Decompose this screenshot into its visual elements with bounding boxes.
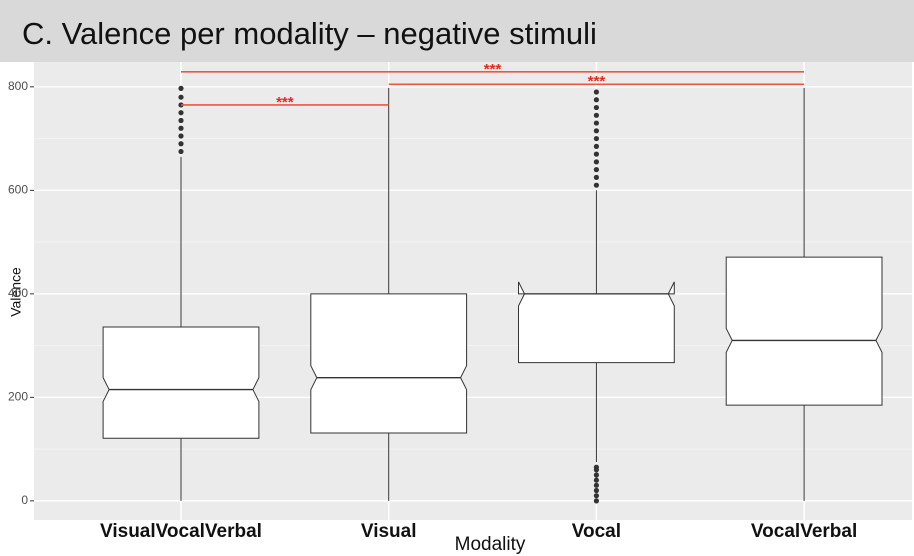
outlier (593, 112, 600, 118)
outlier (593, 159, 600, 165)
outlier (178, 133, 184, 139)
outlier (593, 104, 600, 111)
title-band (0, 0, 914, 62)
outlier (178, 85, 184, 91)
outlier (178, 125, 184, 131)
outlier (178, 148, 184, 155)
outlier (593, 182, 600, 188)
box (725, 256, 883, 406)
outlier (593, 472, 600, 478)
box (518, 281, 675, 364)
outlier (593, 120, 600, 126)
chart-title: C. Valence per modality – negative stimu… (22, 16, 597, 51)
significance-label: *** (276, 94, 294, 111)
box (102, 326, 260, 439)
y-tick-label: 800 (8, 79, 28, 93)
significance-label: *** (484, 61, 502, 78)
y-tick-label: 0 (21, 493, 28, 507)
y-tick-label: 200 (8, 390, 28, 404)
outlier (593, 477, 600, 483)
outlier (593, 167, 600, 173)
outlier (593, 493, 600, 499)
outlier (593, 174, 600, 181)
y-tick-label: 400 (8, 286, 28, 300)
x-axis-label: Modality (455, 534, 526, 555)
y-tick-label: 600 (8, 183, 28, 197)
x-tick-label: Vocal (572, 521, 621, 542)
x-tick-label: Visual (361, 521, 417, 542)
x-tick-label: VocalVerbal (751, 521, 857, 542)
outlier (593, 487, 600, 494)
outlier (178, 94, 184, 100)
outlier (593, 128, 600, 134)
outlier (178, 117, 184, 124)
outlier (593, 135, 600, 142)
significance-label: *** (588, 73, 606, 90)
outlier (593, 97, 600, 103)
outlier (593, 89, 600, 95)
outlier (178, 110, 184, 116)
outlier (593, 482, 600, 488)
outlier (178, 141, 184, 147)
outlier (593, 464, 600, 470)
outlier (593, 498, 600, 504)
outlier (593, 151, 600, 157)
box (310, 293, 468, 434)
y-axis-label: Valence (8, 267, 24, 317)
outlier (593, 143, 600, 149)
x-tick-label: VisualVocalVerbal (100, 521, 262, 542)
